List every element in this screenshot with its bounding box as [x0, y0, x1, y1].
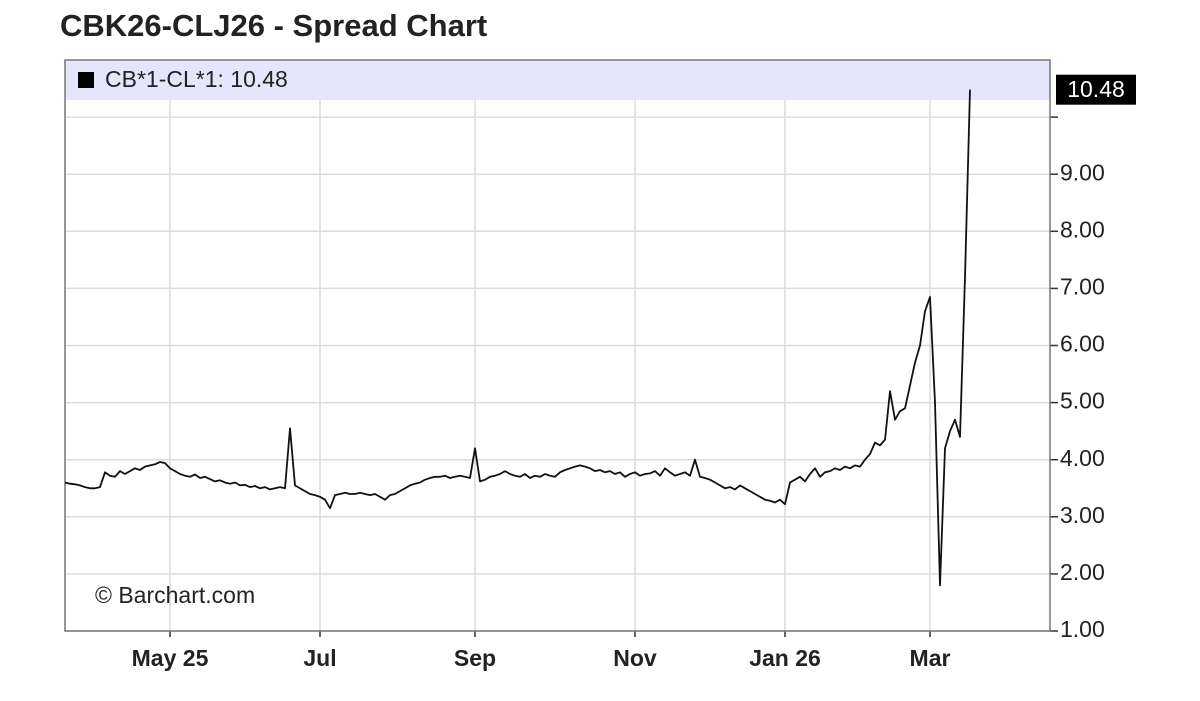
last-value-label: 10.48	[1067, 76, 1125, 102]
y-tick-label: 9.00	[1060, 159, 1105, 185]
y-tick-label: 2.00	[1060, 559, 1105, 585]
watermark: © Barchart.com	[95, 582, 255, 608]
chart-title: CBK26-CLJ26 - Spread Chart	[60, 8, 487, 43]
x-tick-label: Sep	[454, 645, 496, 671]
y-tick-label: 4.00	[1060, 445, 1105, 471]
x-tick-label: May 25	[132, 645, 209, 671]
y-tick-label: 1.00	[1060, 616, 1105, 642]
legend-band	[65, 60, 1050, 100]
y-tick-label: 3.00	[1060, 502, 1105, 528]
y-tick-label: 8.00	[1060, 216, 1105, 242]
legend-swatch	[78, 72, 94, 88]
x-tick-label: Mar	[910, 645, 951, 671]
y-tick-label: 5.00	[1060, 388, 1105, 414]
legend-label: CB*1-CL*1: 10.48	[105, 66, 288, 92]
x-tick-label: Jan 26	[749, 645, 821, 671]
y-tick-label: 6.00	[1060, 331, 1105, 357]
series-line	[64, 89, 971, 587]
x-tick-label: Jul	[303, 645, 336, 671]
last-value-box	[1056, 74, 1136, 105]
y-tick-label: 7.00	[1060, 273, 1105, 299]
plot-frame	[64, 59, 1051, 632]
x-tick-label: Nov	[613, 645, 657, 671]
